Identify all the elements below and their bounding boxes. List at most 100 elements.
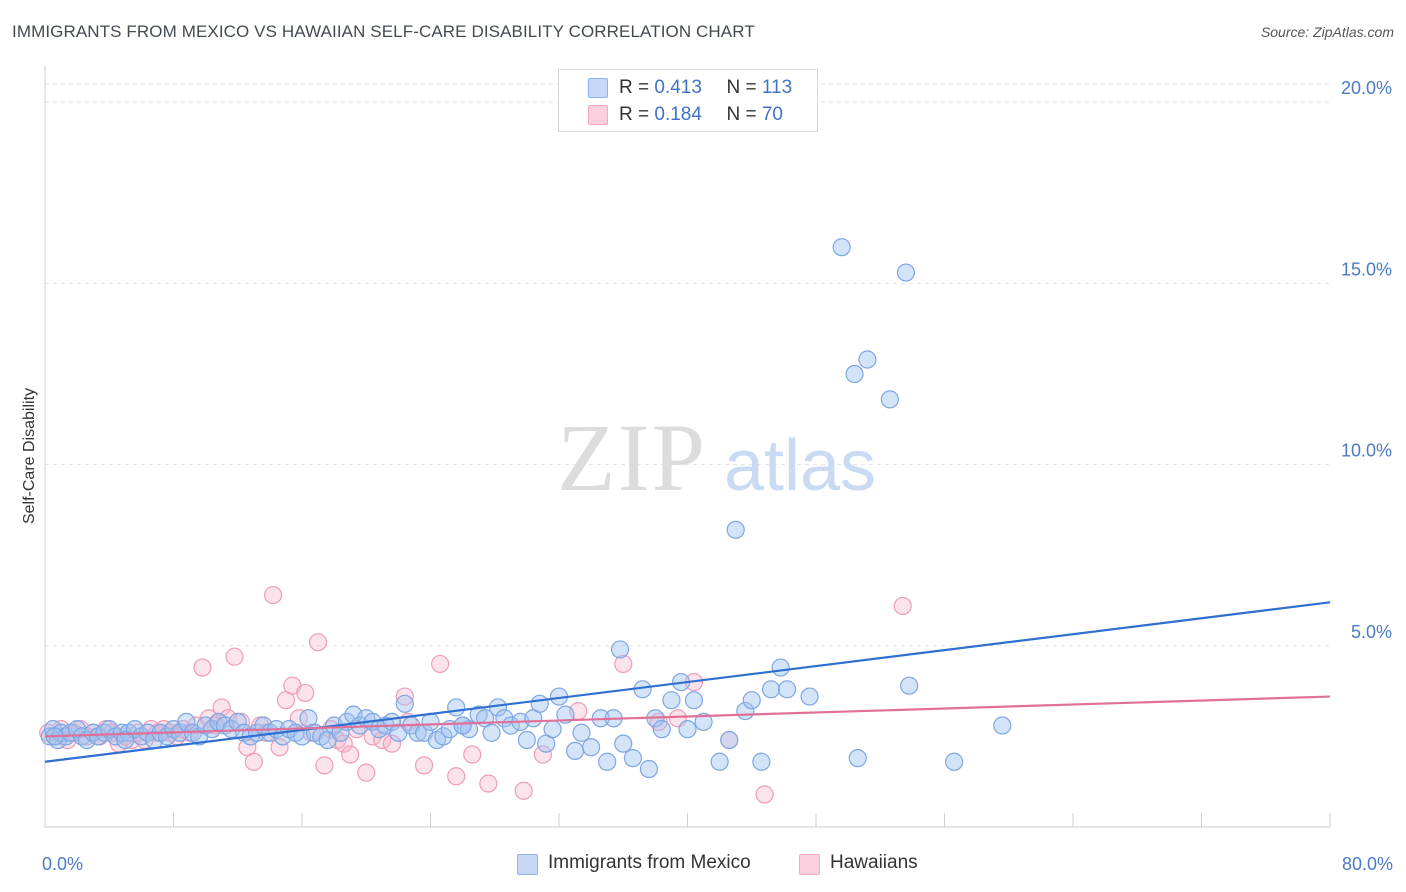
y-tick-label: 15.0% (1341, 259, 1392, 279)
mexico-point (993, 716, 1012, 735)
mexico-point (447, 698, 466, 717)
mexico-point (598, 752, 617, 771)
hawaiians-point (363, 727, 382, 746)
hawaiians-point (447, 767, 466, 786)
mexico-point (482, 723, 501, 742)
series-swatch-mexico (517, 854, 538, 875)
hawaiians-point (395, 687, 414, 706)
legend-swatch-hawaiians (588, 105, 608, 125)
mexico-point (742, 691, 761, 710)
hawaiians-point (193, 658, 212, 677)
mexico-point (684, 691, 704, 710)
legend-n-value: 113 (761, 77, 793, 98)
hawaiians-point (296, 683, 315, 703)
hawaiians-point (357, 763, 376, 782)
hawaiians-point (893, 596, 912, 616)
x-tick-label: 80.0% (1342, 854, 1393, 874)
hawaiians-point (533, 745, 553, 764)
mexico-point (678, 720, 697, 739)
mexico-point (572, 723, 591, 742)
mexico-point (116, 730, 135, 750)
legend-n-label: N = (726, 77, 762, 98)
mexico-point (945, 752, 964, 771)
mexico-point (848, 749, 867, 768)
hawaiians-point (614, 654, 633, 674)
legend-r-value: 0.184 (654, 104, 702, 125)
mexico-point (832, 238, 851, 257)
mexico-point (858, 350, 877, 369)
legend-row-mexico: R = 0.413 N = 113 (619, 77, 792, 99)
legend-r-label: R = (619, 104, 655, 125)
mexico-point (556, 705, 575, 724)
mexico-point (800, 687, 819, 706)
hawaiians-point (479, 774, 498, 793)
hawaiians-point (514, 781, 533, 800)
mexico-point (752, 752, 771, 771)
mexico-points (40, 238, 1012, 779)
mexico-point (610, 640, 630, 659)
mexico-point (761, 680, 781, 699)
hawaiians-point (244, 752, 263, 771)
mexico-point (710, 752, 729, 771)
mexico-point (652, 720, 671, 739)
mexico-point (395, 694, 414, 713)
hawaiians-point (212, 698, 231, 717)
mexico-point (565, 741, 585, 761)
mexico-point (623, 749, 642, 768)
watermark: ZIP atlas (557, 404, 876, 511)
trend-lines (44, 601, 1331, 763)
mexico-point (177, 712, 196, 732)
mexico-point (771, 658, 790, 677)
mexico-point (900, 676, 919, 695)
legend-r-label: R = (619, 77, 655, 98)
watermark-zip: ZIP (557, 404, 707, 511)
mexico-point (614, 734, 633, 753)
mexico-point (517, 730, 536, 750)
mexico-point (726, 520, 745, 539)
x-tick-label: 0.0% (42, 854, 83, 874)
mexico-point (777, 680, 797, 699)
mexico-point (662, 691, 681, 710)
legend-n-label: N = (726, 104, 762, 125)
hawaiians-point (755, 785, 774, 804)
hawaiians-point (382, 734, 402, 753)
series-label-hawaiians: Hawaiians (830, 852, 918, 873)
mexico-point (530, 694, 549, 713)
y-tick-label: 5.0% (1351, 622, 1392, 642)
y-tick-label: 10.0% (1341, 441, 1392, 461)
hawaiians-trend-line (44, 695, 1331, 738)
mexico-point (639, 759, 659, 779)
mexico-point (453, 716, 472, 735)
mexico-point (421, 712, 440, 732)
mexico-point (694, 712, 713, 732)
hawaiians-point (315, 756, 334, 775)
hawaiians-point (341, 745, 360, 764)
mexico-point (845, 364, 864, 384)
legend-swatch-mexico (588, 78, 608, 98)
hawaiians-point (263, 585, 283, 605)
mexico-point (880, 390, 899, 409)
series-label-mexico: Immigrants from Mexico (548, 852, 751, 873)
tick-labels: 5.0% 10.0% 15.0% 20.0% 0.0% 80.0% (42, 78, 1393, 874)
legend-r-value: 0.413 (654, 77, 702, 98)
correlation-legend: R = 0.413 N = 113 R = 0.184 N = 70 (558, 69, 818, 132)
mexico-trend-line (44, 601, 1331, 763)
mexico-point (896, 263, 916, 282)
legend-n-value: 70 (761, 104, 783, 125)
y-tick-label: 20.0% (1341, 78, 1392, 98)
chart-title: IMMIGRANTS FROM MEXICO VS HAWAIIAN SELF-… (12, 22, 755, 41)
hawaiians-point (463, 745, 482, 764)
hawaiians-point (414, 756, 434, 775)
watermark-atlas: atlas (724, 426, 876, 506)
mexico-point (543, 720, 562, 739)
series-swatch-hawaiians (799, 854, 820, 875)
hawaiians-point (373, 730, 392, 750)
source-label: Source: ZipAtlas.com (1260, 24, 1394, 40)
hawaiians-point (308, 633, 328, 652)
hawaiians-point (225, 647, 244, 666)
y-axis-label: Self-Care Disability (21, 388, 38, 524)
legend-row-hawaiians: R = 0.184 N = 70 (619, 104, 783, 126)
hawaiians-point (431, 654, 450, 674)
axes (44, 66, 1331, 828)
